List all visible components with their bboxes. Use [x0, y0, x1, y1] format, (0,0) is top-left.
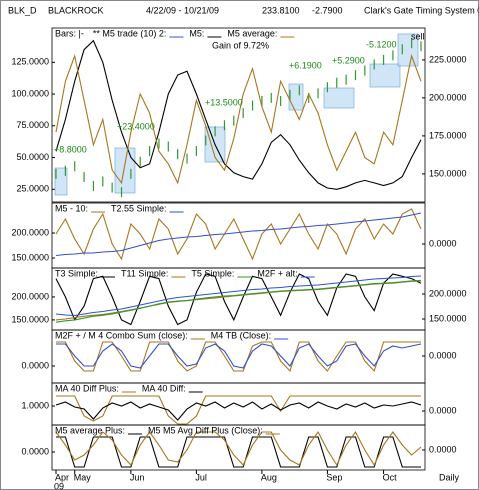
series-line: [55, 212, 422, 257]
x-tick-label: Sep: [326, 472, 342, 482]
legend-label: M5 - 10:: [55, 203, 88, 213]
x-tick-label: Aug: [261, 472, 277, 482]
series-line: [55, 53, 422, 185]
change: -2.7900: [312, 5, 343, 15]
y-tick-label: 150.0000: [11, 252, 49, 262]
legend-label: M4 TB (Close):: [211, 330, 271, 340]
legend-label: Bars: |-: [55, 28, 84, 38]
trade-box: [114, 147, 136, 194]
trade-box: [323, 87, 355, 109]
x-tick-label: May: [74, 472, 92, 482]
trade-box: [288, 83, 304, 111]
date-range: 4/22/09 - 10/21/09: [146, 5, 219, 15]
gain-label: Gain of 9.72%: [212, 40, 269, 50]
legend-label: T11 Simple:: [121, 268, 168, 278]
series-line: [56, 343, 422, 369]
name: BLACKROCK: [48, 5, 104, 15]
y2-tick-label: 0.0000: [429, 405, 457, 415]
y2-tick-label: 0.0000: [429, 444, 457, 454]
series-line: [55, 275, 422, 317]
legend-label: M2F + alt:: [257, 268, 297, 278]
series-line: [56, 395, 421, 425]
system-title: Clark's Gate Timing System ©: [364, 5, 479, 15]
legend-label: T2.55 Simple:: [111, 203, 167, 213]
legend-label: MA 40 Diff Plus:: [55, 383, 119, 393]
y-tick-label: 100.0000: [11, 88, 49, 98]
period-label: Daily: [439, 472, 460, 482]
y2-tick-label: 225.0000: [429, 54, 467, 64]
y-tick-label: 125.0000: [11, 57, 49, 67]
x-tick-label: Oct: [383, 472, 398, 482]
legend-label: M5 average:: [227, 28, 277, 38]
y-tick-label: 75.0000: [16, 120, 49, 130]
trade-box: [369, 63, 401, 88]
year-label: 09: [54, 481, 64, 490]
legend-label: ** M5 trade (10) 2:: [93, 28, 167, 38]
y-tick-label: 0.0000: [21, 360, 49, 370]
x-tick-label: Jul: [195, 472, 207, 482]
last-price: 233.8100: [262, 5, 300, 15]
series-line: [56, 341, 421, 373]
legend-label: MA 40 Diff:: [142, 383, 186, 393]
legend-label: M5:: [189, 28, 204, 38]
symbol: BLK_D: [8, 5, 37, 15]
series-line: [56, 436, 421, 468]
trade-label: +8.8000: [54, 144, 87, 154]
x-tick-label: Jun: [130, 472, 145, 482]
legend-label: T5 Simple:: [191, 268, 234, 278]
legend-label: M5 average Plus:: [55, 425, 125, 435]
series-line: [55, 279, 422, 323]
legend-label: M5 M5 Avg Diff Plus (Close):: [148, 425, 263, 435]
signal-label: sell: [411, 31, 425, 41]
trade-label: +13.5000: [205, 97, 243, 107]
trade-box: [397, 33, 419, 67]
panel-frame: [51, 424, 426, 471]
y-tick-label: 200.0000: [11, 227, 49, 237]
y-tick-label: 50.0000: [16, 152, 49, 162]
x-tick-label: Apr: [55, 472, 69, 482]
y-tick-label: 200.0000: [11, 291, 49, 301]
y2-tick-label: 0.0000: [429, 238, 457, 248]
series-line: [55, 430, 422, 467]
series-line: [55, 401, 422, 421]
y-tick-label: 1.0000: [21, 400, 49, 410]
y2-tick-label: 150.0000: [429, 168, 467, 178]
y2-tick-label: 150.0000: [429, 313, 467, 323]
trade-label: +6.1900: [289, 60, 322, 70]
panel-frame: [51, 27, 426, 203]
series-line: [55, 273, 422, 326]
trade-label: +5.2900: [332, 55, 365, 65]
y-tick-label: 25.0000: [16, 184, 49, 194]
legend-label: T3 Simple:: [55, 268, 98, 278]
series-line: [55, 39, 422, 190]
trade-box: [54, 167, 68, 196]
y2-tick-label: 0.0000: [429, 350, 457, 360]
y2-tick-label: 175.0000: [429, 130, 467, 140]
y2-tick-label: 200.0000: [429, 288, 467, 298]
y2-tick-label: 200.0000: [429, 92, 467, 102]
trade-label: +23.4000: [117, 121, 155, 131]
legend-label: M2F + / M 4 Combo Sum (close):: [55, 330, 188, 340]
y-tick-label: 150.0000: [11, 314, 49, 324]
trade-label: -5.1200: [366, 39, 397, 49]
y-tick-label: 0.0000: [21, 446, 49, 456]
